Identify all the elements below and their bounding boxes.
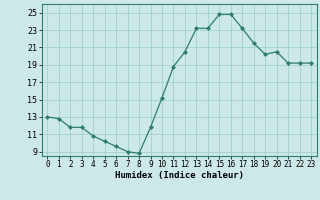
X-axis label: Humidex (Indice chaleur): Humidex (Indice chaleur) [115,171,244,180]
